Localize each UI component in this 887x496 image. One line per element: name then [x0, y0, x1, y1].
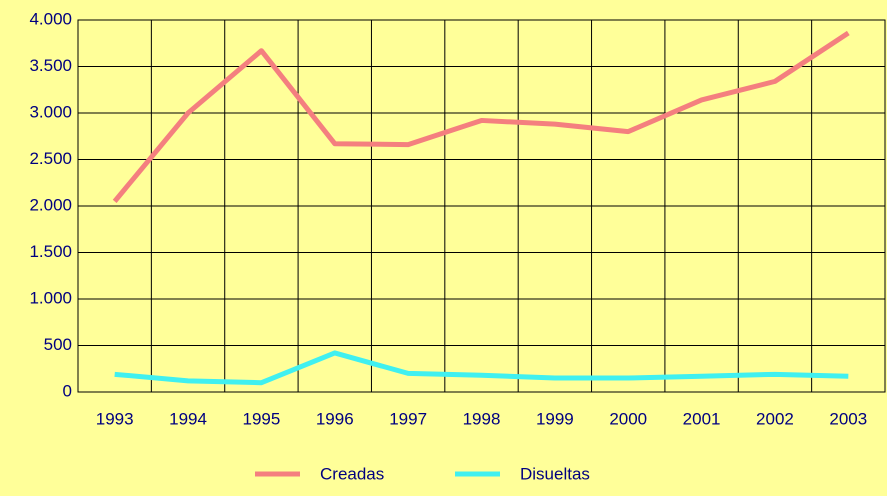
legend-label: Disueltas: [520, 464, 590, 483]
y-tick-label: 1.500: [29, 242, 72, 261]
y-tick-label: 0: [63, 381, 72, 400]
x-tick-label: 2003: [829, 409, 867, 428]
x-tick-label: 2000: [609, 409, 647, 428]
y-tick-label: 4.000: [29, 9, 72, 28]
y-tick-label: 2.000: [29, 195, 72, 214]
y-tick-label: 2.500: [29, 149, 72, 168]
y-tick-label: 1.000: [29, 288, 72, 307]
x-tick-label: 1995: [242, 409, 280, 428]
x-tick-label: 1999: [536, 409, 574, 428]
y-tick-label: 3.500: [29, 56, 72, 75]
x-tick-label: 1998: [463, 409, 501, 428]
x-tick-label: 2002: [756, 409, 794, 428]
x-tick-label: 1997: [389, 409, 427, 428]
x-tick-label: 1993: [96, 409, 134, 428]
legend-label: Creadas: [320, 464, 384, 483]
x-tick-label: 1996: [316, 409, 354, 428]
y-tick-label: 500: [44, 335, 72, 354]
series-line: [114, 350, 849, 386]
series-line: [112, 30, 850, 203]
x-tick-label: 2001: [683, 409, 721, 428]
y-tick-label: 3.000: [29, 102, 72, 121]
x-tick-label: 1994: [169, 409, 207, 428]
